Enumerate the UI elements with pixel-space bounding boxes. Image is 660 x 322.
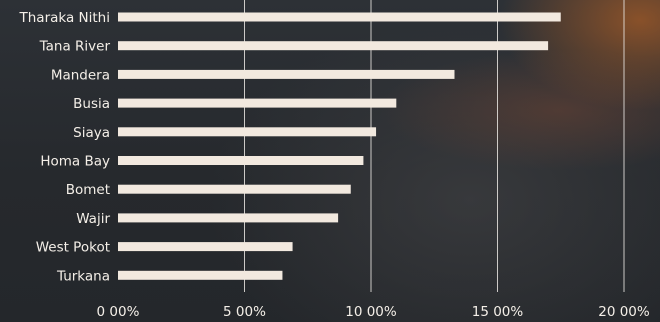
x-tick-label: 5 00% [223, 304, 266, 320]
category-label: Tana River [39, 39, 111, 55]
bar [118, 270, 283, 280]
bar [118, 156, 364, 165]
x-tick-label: 15 00% [472, 304, 524, 320]
category-label: Bomet [66, 182, 110, 198]
bar [118, 41, 549, 51]
bar [118, 12, 561, 22]
bar [118, 98, 397, 108]
x-tick-label: 20 00% [598, 304, 650, 320]
category-labels: Tharaka Nithi Tana River Mandera Busia Siaya… [19, 10, 111, 284]
x-tick-label: 0 00% [97, 304, 140, 320]
category-label: Turkana [56, 268, 110, 284]
category-label: Busia [73, 96, 110, 112]
bar [118, 127, 377, 137]
bar [118, 184, 351, 194]
category-label: Mandera [51, 67, 110, 83]
category-label: Homa Bay [40, 154, 110, 170]
x-tick-label: 10 00% [345, 304, 397, 320]
bar [118, 69, 455, 79]
category-label: Wajir [76, 211, 110, 227]
category-label: West Pokot [36, 240, 110, 256]
category-label: Siaya [73, 125, 110, 141]
bar-layer [118, 12, 561, 280]
bar [118, 213, 339, 223]
category-label: Tharaka Nithi [19, 10, 111, 26]
bar [118, 242, 293, 252]
x-tick-labels: 0 00% 5 00% 10 00% 15 00% 20 00% [97, 304, 650, 320]
